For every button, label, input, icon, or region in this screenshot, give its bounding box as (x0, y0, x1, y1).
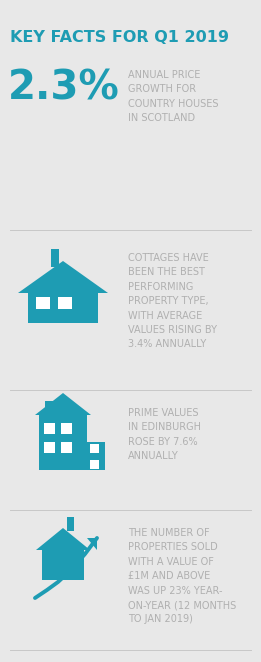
Bar (28, 293, 98, 323)
Text: PRIME VALUES
IN EDINBURGH
ROSE BY 7.6%
ANNUALLY: PRIME VALUES IN EDINBURGH ROSE BY 7.6% A… (128, 408, 201, 461)
Bar (45, 401, 54, 417)
Polygon shape (35, 393, 91, 415)
Bar (44, 442, 55, 453)
Text: COTTAGES HAVE
BEEN THE BEST
PERFORMING
PROPERTY TYPE,
WITH AVERAGE
VALUES RISING: COTTAGES HAVE BEEN THE BEST PERFORMING P… (128, 253, 217, 350)
Bar (44, 423, 55, 434)
Text: THE NUMBER OF
PROPERTIES SOLD
WITH A VALUE OF
£1M AND ABOVE
WAS UP 23% YEAR-
ON-: THE NUMBER OF PROPERTIES SOLD WITH A VAL… (128, 528, 236, 624)
Bar (67, 517, 74, 531)
Polygon shape (87, 538, 97, 550)
Bar (51, 249, 59, 267)
Text: KEY FACTS FOR Q1 2019: KEY FACTS FOR Q1 2019 (10, 30, 229, 45)
Text: ANNUAL PRICE
GROWTH FOR
COUNTRY HOUSES
IN SCOTLAND: ANNUAL PRICE GROWTH FOR COUNTRY HOUSES I… (128, 70, 218, 123)
Polygon shape (18, 261, 108, 293)
Bar (87, 442, 105, 470)
Text: 2.3%: 2.3% (8, 68, 120, 108)
Bar (61, 442, 72, 453)
Bar (36, 297, 50, 309)
Bar (39, 415, 87, 470)
Bar (42, 550, 84, 580)
Bar (58, 297, 72, 309)
Bar (90, 460, 99, 469)
Bar (90, 444, 99, 453)
Polygon shape (36, 528, 90, 550)
Bar (61, 423, 72, 434)
